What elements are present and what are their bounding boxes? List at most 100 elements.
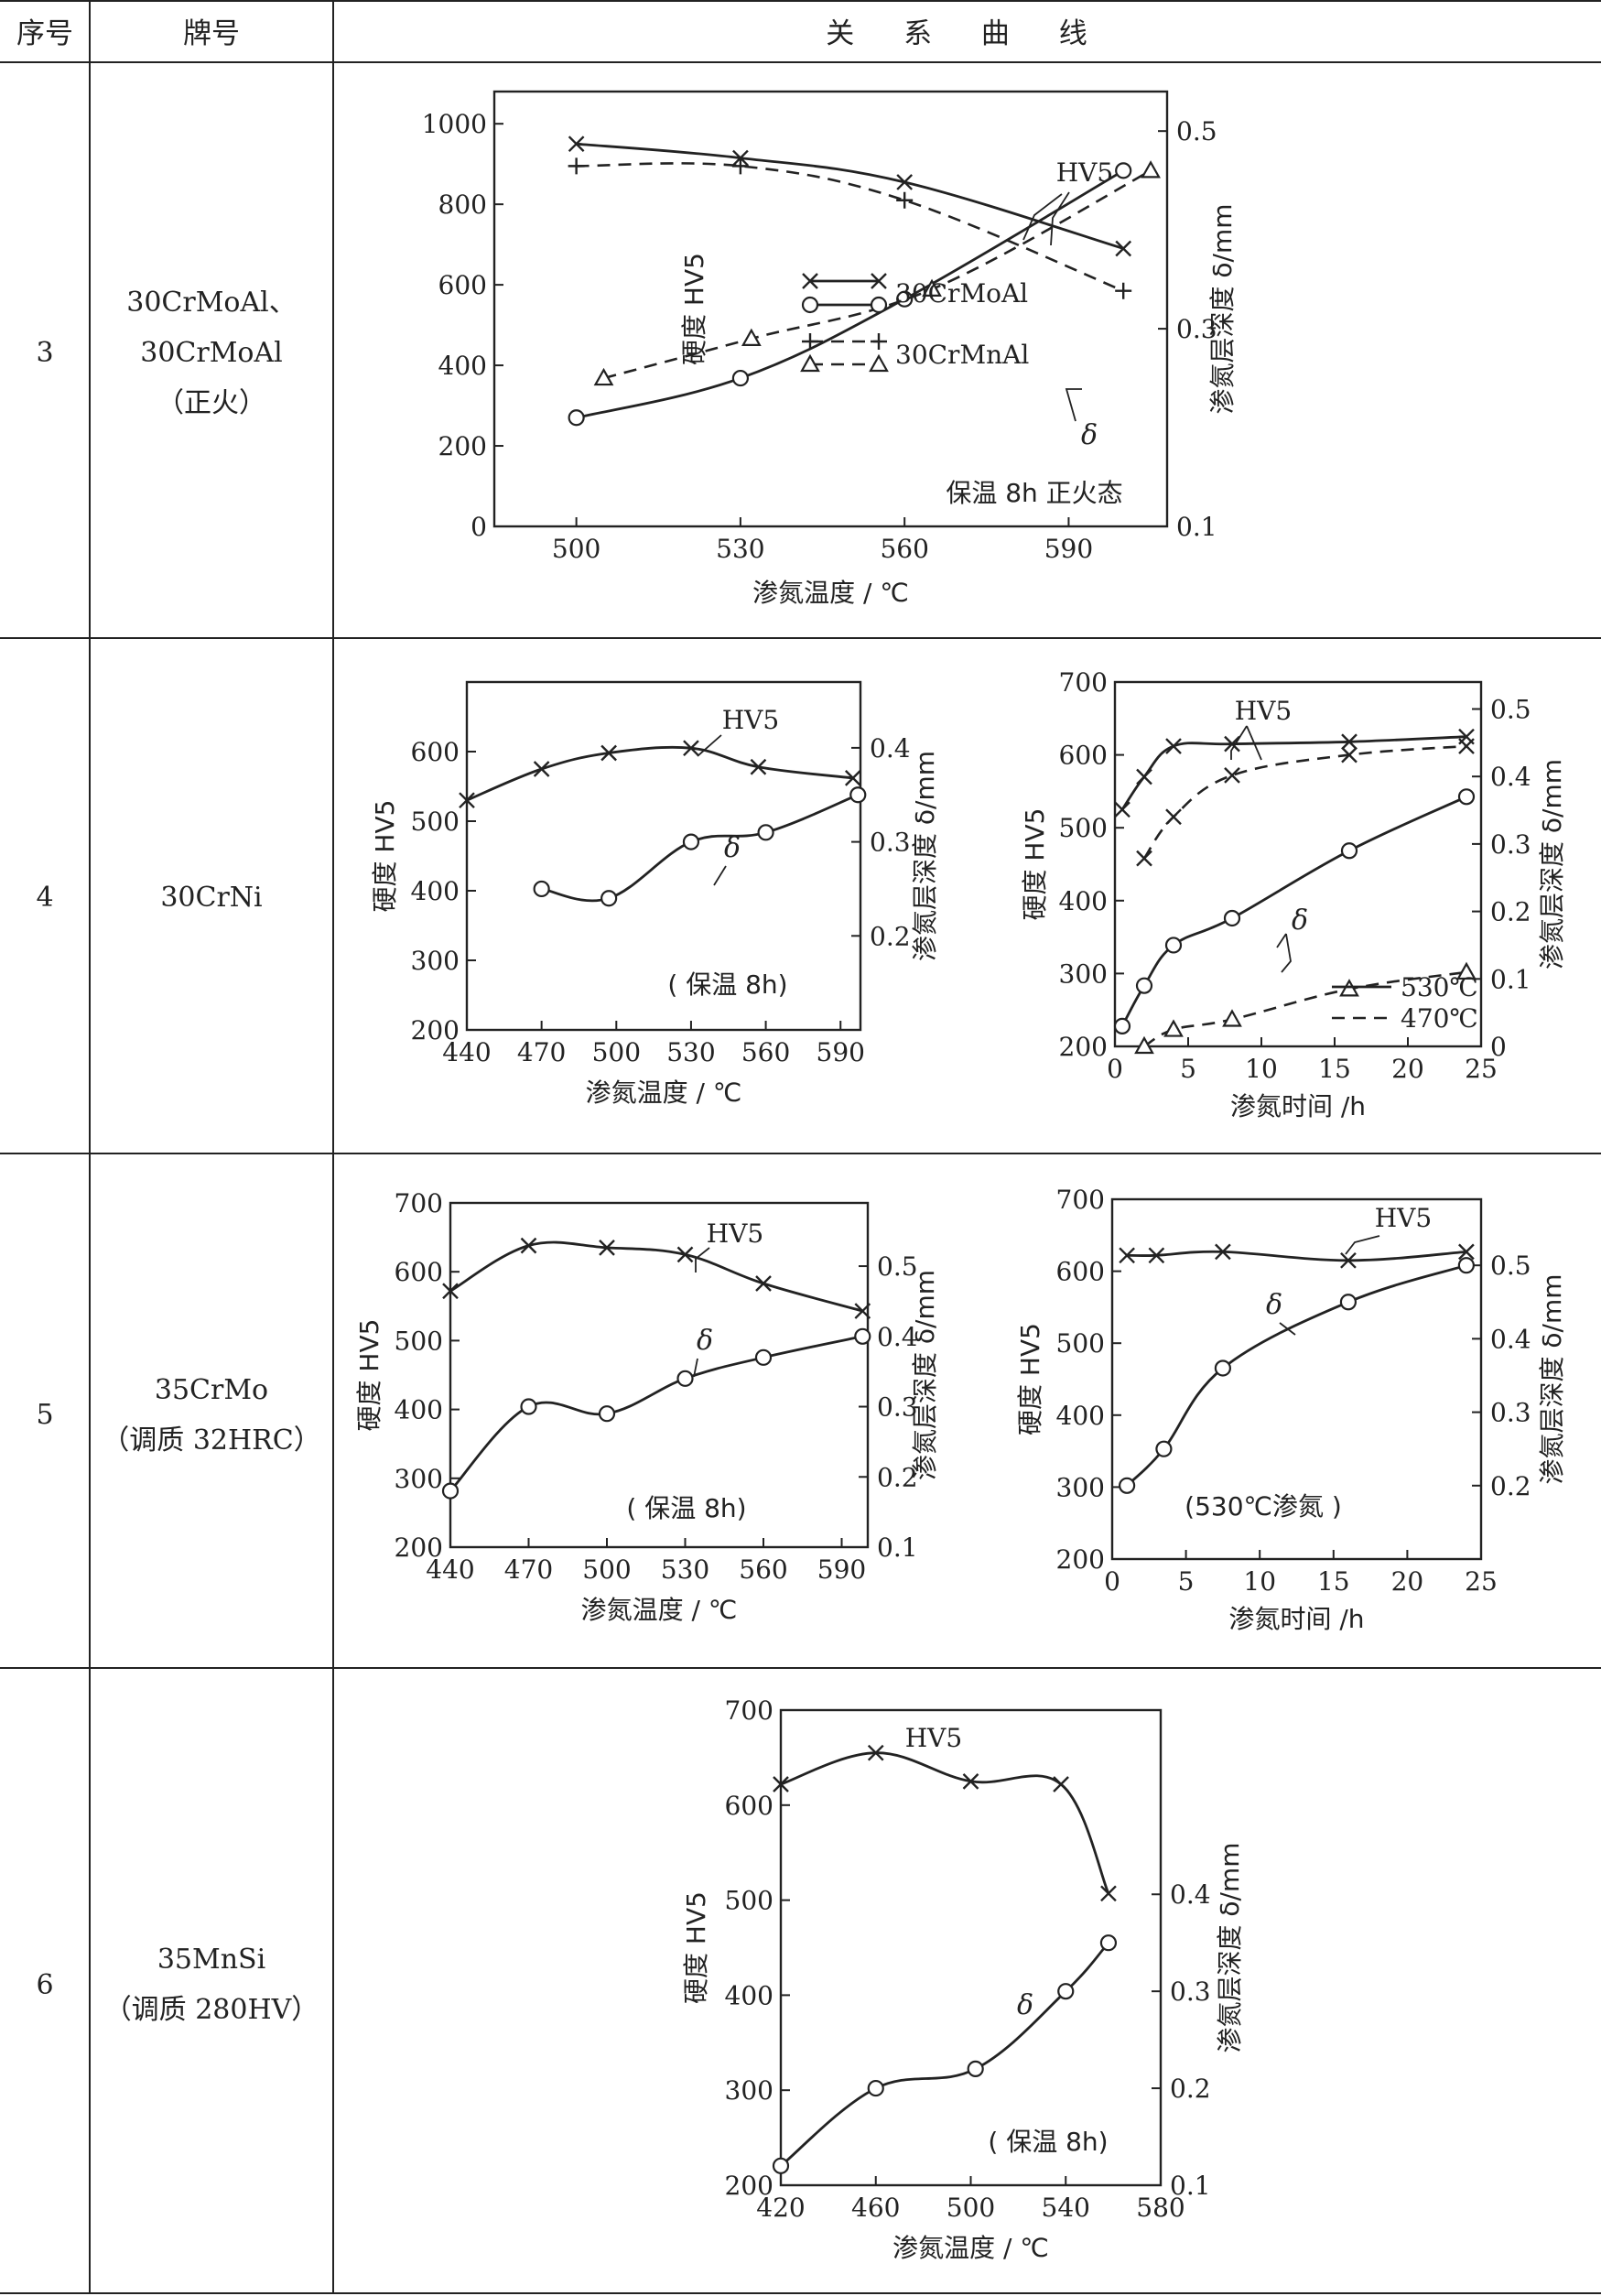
data-point <box>520 1398 537 1415</box>
leader-line <box>1230 725 1248 760</box>
data-point <box>1141 160 1161 179</box>
data-point <box>442 1283 459 1300</box>
data-point <box>1115 240 1132 257</box>
x-tick-label: 580 <box>1136 2193 1185 2223</box>
data-point <box>1057 1983 1075 2000</box>
y2-tick-label: 0.3 <box>1170 1977 1211 2007</box>
data-point <box>854 1327 871 1345</box>
y-tick-label: 200 <box>411 1015 460 1045</box>
data-point <box>1223 909 1241 927</box>
y2-tick-label: 0 <box>1490 1032 1507 1062</box>
series-line-s-hv5 <box>449 1240 863 1313</box>
charts-layer: 500 530 560 590020040060080010000.10.30.5渗氮… <box>354 90 1567 2263</box>
data-point <box>1155 1440 1173 1457</box>
data-point <box>1148 1247 1165 1264</box>
data-point <box>1114 801 1130 818</box>
x-tick-label: 10 <box>1245 1054 1278 1084</box>
data-point <box>1115 282 1132 299</box>
row-4-index: 4 <box>36 882 53 914</box>
series-line-s-hv5 <box>1127 1250 1467 1262</box>
row-6-index: 6 <box>36 1969 53 2001</box>
y2-tick-label: 0.1 <box>1176 512 1217 542</box>
leader-line <box>697 734 722 757</box>
chart-annotation: 保温 8h 正火态 <box>946 478 1122 508</box>
x-tick-label: 530 <box>666 1037 715 1067</box>
data-point <box>922 278 942 298</box>
data-point <box>1341 746 1358 764</box>
y2-axis-title: 渗氮层深度 δ/mm <box>1215 1842 1245 2052</box>
x-tick-label: 0 <box>1104 1566 1120 1597</box>
data-point <box>593 367 614 386</box>
leader-line <box>693 1358 698 1378</box>
y-tick-label: 600 <box>725 1791 773 1821</box>
y2-tick-label: 0.3 <box>1490 829 1531 860</box>
series-line-30CrMnAl-hv5 <box>576 162 1124 292</box>
data-point <box>1340 842 1358 860</box>
data-point <box>568 135 585 153</box>
plot-frame <box>449 1201 870 1549</box>
legend-marker <box>871 333 887 350</box>
x-tick-label: 15 <box>1318 1054 1351 1084</box>
y-tick-label: 300 <box>725 2075 773 2106</box>
y-tick-label: 700 <box>1059 667 1108 698</box>
x-tick-label: 0 <box>1107 1054 1123 1084</box>
x-axis-title: 渗氮温度 / ℃ <box>752 578 909 608</box>
series-line-s-hv5 <box>780 1751 1110 1894</box>
y-tick-label: 200 <box>438 431 487 461</box>
leader-line <box>1276 933 1287 948</box>
chart-annotation: (530℃渗氮 ) <box>1185 1491 1342 1522</box>
y-tick-label: 300 <box>411 946 460 976</box>
series-line-s-hv5 <box>466 745 853 802</box>
data-point <box>568 157 585 175</box>
chart-annotation: δ <box>724 832 741 864</box>
y2-tick-label: 0.2 <box>1490 897 1531 927</box>
data-point <box>1224 767 1240 784</box>
y2-tick-label: 0.1 <box>1170 2171 1211 2201</box>
chart-annotation: δ <box>1017 1989 1033 2021</box>
y2-axis-title: 渗氮层深度 δ/mm <box>1207 203 1238 414</box>
chart-annotation: δ <box>1292 904 1308 937</box>
data-point <box>1134 1035 1154 1055</box>
data-point <box>676 1246 694 1263</box>
data-point <box>683 740 699 757</box>
legend-marker <box>869 353 889 373</box>
legend-marker <box>802 333 818 350</box>
data-point <box>676 1370 694 1387</box>
data-point <box>533 761 550 777</box>
data-point <box>1113 1017 1131 1034</box>
x-tick-label: 590 <box>1044 534 1093 564</box>
data-point <box>773 1776 789 1792</box>
data-point <box>854 1303 871 1319</box>
y-tick-label: 600 <box>411 737 460 767</box>
y2-tick-label: 0.4 <box>870 733 911 764</box>
x-tick-label: 470 <box>517 1037 566 1067</box>
y-tick-label: 500 <box>1056 1328 1105 1359</box>
y2-axis-title: 渗氮层深度 δ/mm <box>910 751 940 961</box>
series-line-30CrMoAl-hv5 <box>576 142 1124 250</box>
y-tick-label: 200 <box>1056 1544 1105 1575</box>
data-point <box>772 2157 790 2174</box>
chart-annotation: HV5 <box>1056 157 1113 188</box>
row-5-grade-line-2: （调质 32HRC） <box>102 1424 320 1457</box>
y-tick-label: 200 <box>1059 1032 1108 1062</box>
data-point <box>1222 1009 1242 1027</box>
row-3-grade-line-2: 30CrMoAl <box>140 337 283 369</box>
legend-marker <box>871 273 887 289</box>
y2-tick-label: 0.3 <box>1176 314 1217 344</box>
header-col-index: 序号 <box>16 17 73 50</box>
y2-tick-label: 0.5 <box>1176 116 1217 146</box>
y-tick-label: 400 <box>1056 1401 1105 1431</box>
series-line-s-depth <box>1126 1263 1467 1487</box>
y2-tick-label: 0.5 <box>1490 694 1531 724</box>
chart-annotation: HV5 <box>1375 1203 1432 1233</box>
x-tick-label: 5 <box>1178 1566 1195 1597</box>
data-point <box>896 290 914 308</box>
chart-annotation: ( 保温 8h) <box>667 969 787 1000</box>
y-tick-label: 800 <box>438 190 487 220</box>
y-tick-label: 300 <box>1059 958 1108 989</box>
y2-tick-label: 0.4 <box>1490 1324 1531 1354</box>
plot-frame <box>1113 680 1483 1048</box>
data-point <box>1458 738 1475 754</box>
header-col-curves: 关 系 曲 线 <box>826 17 1108 50</box>
